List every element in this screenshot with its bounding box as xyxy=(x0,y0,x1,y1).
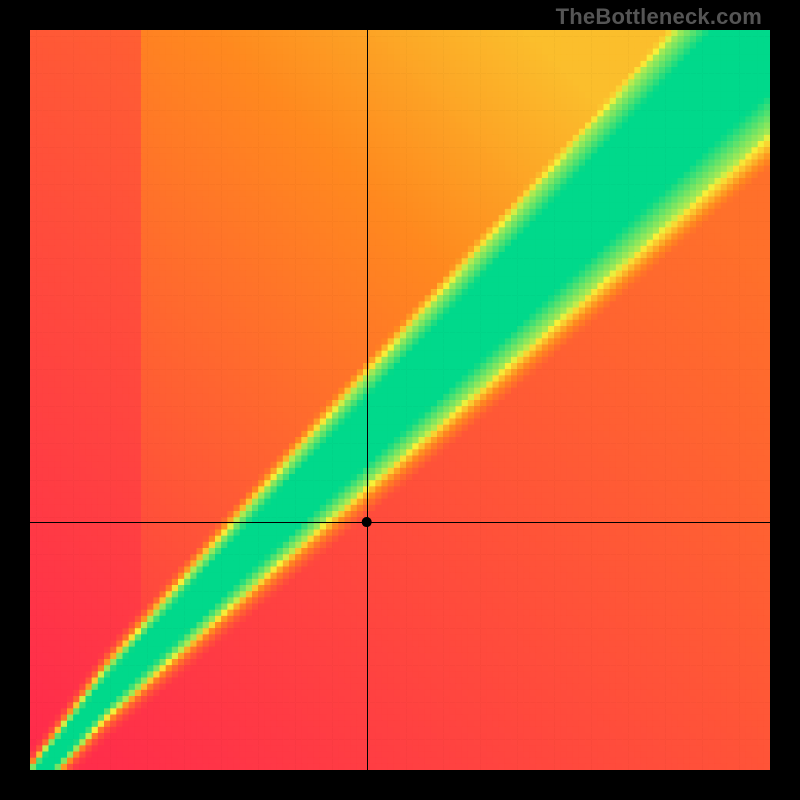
chart-frame: TheBottleneck.com xyxy=(0,0,800,800)
watermark-text: TheBottleneck.com xyxy=(556,4,762,30)
bottleneck-heatmap xyxy=(30,30,770,770)
